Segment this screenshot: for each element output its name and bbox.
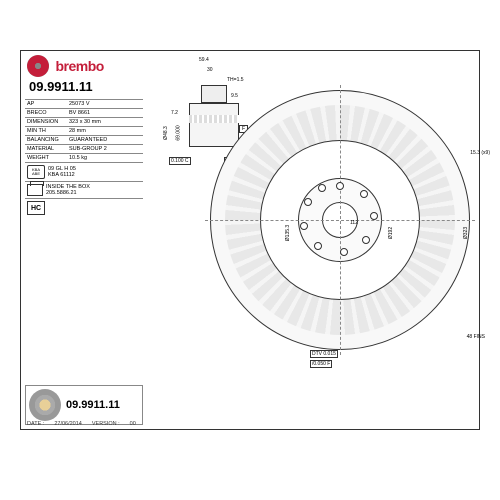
bolt-hole <box>340 248 348 256</box>
kba-badge-icon: KBA ABE <box>27 165 45 179</box>
spec-row: BALANCINGGUARANTEED <box>25 135 143 144</box>
bolt-hole <box>304 198 312 206</box>
rotor-thumbnail-icon <box>29 389 61 421</box>
spec-row: WEIGHT10.5 kg <box>25 153 143 162</box>
spec-row: MIN TH28 mm <box>25 126 143 135</box>
spec-row: AP25073 V <box>25 99 143 108</box>
box-row: INSIDE THE BOX 205.5886.21 <box>25 181 143 198</box>
dim-label: DTV 0.015 <box>310 350 338 358</box>
cert-row: KBA ABE 09 GL H 05 KBA 61112 <box>25 162 143 181</box>
sheet-footer: DATE : 27/06/2014 VERSION : 00 <box>27 421 473 427</box>
part-number-footer: 09.9911.11 <box>66 399 120 411</box>
bolt-hole <box>314 242 322 250</box>
box-value: 205.5886.21 <box>46 190 90 196</box>
date-label: DATE : <box>27 421 44 427</box>
hc-badge-icon: HC <box>27 201 45 215</box>
part-summary: 09.9911.11 <box>25 385 143 425</box>
version-label: VERSION : <box>92 421 120 427</box>
brand-name: brembo <box>55 58 103 74</box>
bolt-hole <box>318 184 326 192</box>
centerline-icon <box>340 85 341 355</box>
dim-label: 15.3 (x9) <box>470 150 490 156</box>
dim-label: 7.2 <box>171 110 178 116</box>
version-value: 00 <box>130 421 136 427</box>
face-view: 15.3 (x9) 112 Ø135.3 Ø192 Ø323 48 FINS D… <box>210 90 470 350</box>
bolt-hole <box>300 222 308 230</box>
bolt-hole <box>370 212 378 220</box>
part-number-heading: 09.9911.11 <box>29 79 93 94</box>
brand-logo: brembo <box>27 55 104 77</box>
dim-label: 0.100 C <box>169 157 191 165</box>
date-value: 27/06/2014 <box>54 421 82 427</box>
bolt-hole <box>336 182 344 190</box>
dim-label: Ø135.3 <box>285 225 291 241</box>
cert-line: KBA 61112 <box>48 172 76 178</box>
hc-row: HC <box>25 198 143 217</box>
spec-row: MATERIALSUB-GROUP 2 <box>25 144 143 153</box>
dim-label: TH=1.5 <box>227 77 244 83</box>
dim-label: Ø48.3 <box>163 126 169 140</box>
spec-row: BRECOBV 8661 <box>25 108 143 117</box>
bolt-hole <box>360 190 368 198</box>
dim-label: Ø323 <box>463 227 469 239</box>
technical-drawing: 59.4 30 TH=1.5 9.5 7.2 Ø48.3 69.000 0.10… <box>149 55 475 411</box>
dim-label: 59.4 <box>199 57 209 63</box>
dim-label: 48 FINS <box>467 334 485 340</box>
dim-label: 30 <box>207 67 213 73</box>
box-icon <box>27 184 43 196</box>
spec-row: DIMENSION323 x 30 mm <box>25 117 143 126</box>
dim-label: 69.000 <box>176 125 182 140</box>
dim-label: 112 <box>350 220 358 226</box>
dim-label: Ø192 <box>388 227 394 239</box>
spec-table: AP25073 V BRECOBV 8661 DIMENSION323 x 30… <box>25 99 143 217</box>
drawing-sheet: brembo 09.9911.11 AP25073 V BRECOBV 8661… <box>20 50 480 430</box>
bolt-hole <box>362 236 370 244</box>
brembo-disc-icon <box>27 55 49 77</box>
dim-label: /0.050 F <box>310 360 332 368</box>
